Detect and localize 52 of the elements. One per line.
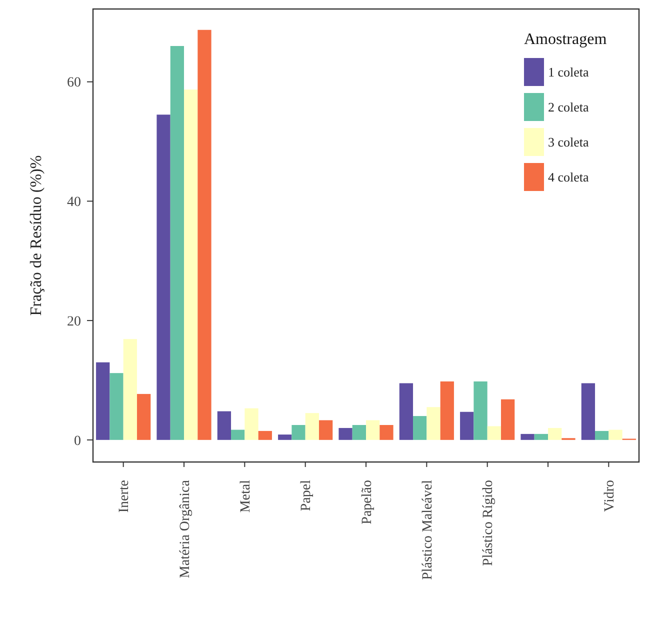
legend-title: Amostragem [524,31,608,48]
y-tick-label: 20 [67,314,81,330]
bar [487,426,501,440]
x-tick-label: Matéria Orgânica [178,479,193,578]
x-tick-label: Plástico Rígido [481,480,496,566]
bar [366,420,380,440]
bar [548,428,562,440]
bar [520,434,534,440]
bar [258,430,272,440]
legend-label: 1 coleta [548,64,590,80]
bar [184,90,198,440]
x-tick-label: Inerte [117,480,132,513]
bar [608,430,622,440]
y-tick-label: 40 [67,195,81,210]
bar [399,383,414,440]
y-tick-label: 0 [74,434,81,449]
bar [198,30,212,440]
x-tick-label: Vidro [602,480,618,512]
bar [231,430,245,440]
legend-label: 3 coleta [548,134,590,150]
bar [338,428,352,440]
x-tick-label: Papel [299,480,314,512]
bar [534,434,548,440]
x-tick-label: Plástico Maleável [420,480,436,580]
bar [380,424,394,440]
bar [278,434,292,440]
y-tick-label: 60 [67,76,81,91]
bar [123,339,137,440]
bar [474,381,488,440]
bar [460,412,474,440]
y-axis-title: Fração de Resíduo (%)% [28,155,45,316]
x-tick-label: Metal [238,480,254,513]
bar [292,424,306,440]
bar [413,416,427,440]
legend-label: 2 coleta [548,100,590,115]
bar [318,420,333,440]
bar [500,399,515,440]
bar [217,411,232,440]
bar [440,381,454,440]
bar [110,373,124,440]
bar [156,114,170,440]
legend-label: 4 coleta [548,170,590,185]
bar [581,383,596,440]
bar [352,424,366,440]
bar [96,362,110,440]
bar [136,394,151,440]
x-tick-label: Papelão [360,480,375,524]
bar [170,46,184,440]
bar [244,408,258,440]
bar [305,413,319,440]
bar [595,430,609,440]
bar [426,407,440,440]
